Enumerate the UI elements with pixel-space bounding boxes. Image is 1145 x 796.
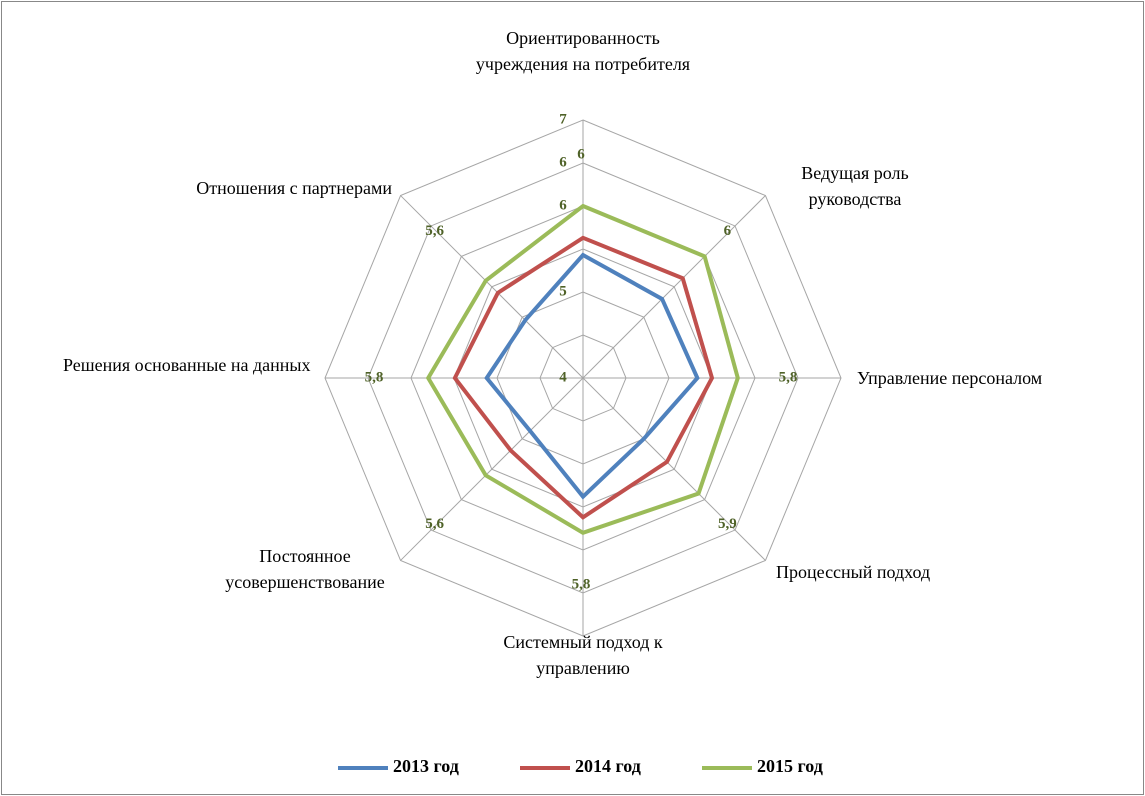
data-label: 6 — [577, 146, 585, 162]
data-label: 6 — [724, 223, 732, 239]
category-label: Ориентированность учреждения на потребит… — [475, 28, 691, 74]
category-label: Системный подход к управлению — [503, 632, 663, 678]
data-label: 5,8 — [779, 369, 798, 385]
category-label: Процессный подход — [776, 562, 931, 582]
data-label: 5,8 — [572, 576, 591, 592]
category-label: Ведущая роль руководства — [801, 163, 909, 209]
axis-spoke — [400, 377, 584, 561]
category-label: Решения основанные на данных — [63, 355, 311, 375]
r-tick-label: 6 — [559, 197, 567, 213]
legend-label: 2013 год — [393, 756, 459, 776]
r-tick-label: 7 — [559, 111, 567, 127]
series-line — [452, 235, 715, 520]
series-line — [425, 203, 740, 535]
category-label: Управление персоналом — [857, 368, 1043, 388]
legend-label: 2015 год — [757, 756, 823, 776]
data-label: 5,9 — [718, 516, 737, 532]
axis-spoke — [400, 195, 584, 379]
axis-spoke — [582, 195, 766, 379]
category-label: Постоянное усовершенствование — [225, 546, 385, 592]
series-line — [484, 252, 700, 500]
r-tick-label: 6 — [559, 154, 567, 170]
r-tick-label: 5 — [559, 283, 567, 299]
data-label: 5,8 — [365, 369, 384, 385]
r-tick-label: 4 — [559, 369, 567, 385]
data-label: 5,6 — [425, 516, 444, 532]
legend-label: 2014 год — [575, 756, 641, 776]
category-label: Отношения с партнерами — [196, 178, 392, 198]
axis-spoke — [582, 377, 766, 561]
data-label: 5,6 — [425, 223, 444, 239]
